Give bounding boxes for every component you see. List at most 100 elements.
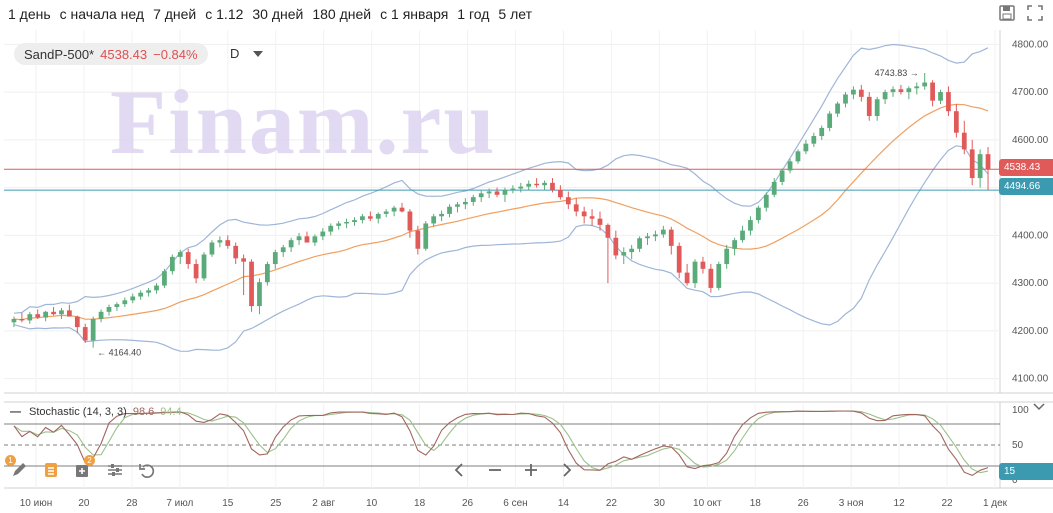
candle-body — [455, 204, 460, 207]
date-tick-label: 18 — [750, 498, 762, 509]
candle-body — [415, 230, 421, 249]
candle-body — [542, 182, 547, 186]
date-tick-label: 26 — [798, 498, 810, 509]
candle-body — [249, 261, 254, 307]
period-1y[interactable]: 1 год — [457, 6, 490, 22]
candle-body — [573, 204, 579, 212]
settings-sliders-tool[interactable] — [104, 459, 126, 481]
date-tick-label: 10 окт — [693, 498, 722, 509]
candle-body — [518, 186, 524, 189]
scroll-left-button[interactable] — [448, 459, 470, 481]
ticker-price: 4538.43 — [100, 46, 148, 62]
candle-body — [272, 252, 278, 265]
candle-body — [320, 231, 326, 237]
template-tool[interactable] — [40, 459, 62, 481]
candle-body — [486, 191, 492, 194]
date-axis: 10 июн 20 28 7 июл 15 25 2 авг 10 18 26 6 сен 14 22 3… — [20, 498, 1008, 509]
candle-body — [399, 207, 405, 212]
chevron-down-icon[interactable] — [1033, 399, 1045, 417]
candle-body — [383, 211, 389, 214]
candle-body — [35, 314, 41, 318]
date-tick-label: 14 — [558, 498, 570, 509]
candle-body — [98, 311, 104, 319]
candle-body — [233, 245, 239, 259]
candle-body — [154, 285, 159, 291]
candle-body — [605, 224, 611, 238]
candle-body — [637, 238, 642, 249]
period-ytd[interactable]: с 1 января — [380, 6, 449, 22]
candle-body — [684, 272, 690, 284]
date-tick-label: 20 — [78, 498, 90, 509]
fullscreen-icon[interactable] — [1027, 5, 1043, 21]
period-30d[interactable]: 30 дней — [252, 6, 304, 22]
stochastic-panel: 100 50 0 — [4, 405, 1029, 486]
candle-body — [938, 92, 943, 101]
candle-body — [162, 271, 167, 286]
save-icon[interactable] — [999, 5, 1015, 21]
candle-body — [977, 154, 983, 179]
stoch-tick-label: 50 — [1012, 440, 1024, 451]
date-tick-label: 3 ноя — [839, 498, 864, 509]
candle-body — [851, 89, 856, 95]
candle-body — [209, 242, 215, 255]
stochastic-k-value: 98.6 — [132, 406, 155, 418]
candle-body — [423, 223, 429, 249]
candle-body — [953, 111, 959, 133]
candle-body — [193, 264, 199, 279]
pencil-tool[interactable]: 1 — [5, 455, 30, 481]
ticker-change: −0.84% — [153, 46, 198, 62]
price-lines — [4, 168, 1000, 191]
period-180d[interactable]: 180 дней — [312, 6, 372, 22]
interval-select[interactable]: D — [230, 46, 264, 61]
period-1d[interactable]: 1 день — [8, 6, 51, 22]
candle-body — [866, 96, 872, 116]
candle-body — [858, 89, 864, 97]
candle-body — [478, 193, 484, 198]
price-tick-label: 4400.00 — [1012, 230, 1049, 241]
collapse-indicator-button[interactable]: — — [10, 406, 21, 418]
candle-body — [819, 127, 825, 137]
price-tick-label: 4300.00 — [1012, 278, 1049, 289]
candle-body — [375, 213, 381, 219]
price-tick-label: 4700.00 — [1012, 87, 1049, 98]
candle-body — [835, 103, 840, 114]
period-week-start[interactable]: с начала нед — [59, 6, 145, 22]
ticker-name: SandP-500* — [24, 46, 95, 62]
candle-body — [708, 268, 714, 288]
stoch-k-line — [13, 410, 989, 477]
candle-body — [90, 318, 96, 341]
candle-body — [613, 237, 619, 256]
stochastic-label: — Stochastic (14, 3, 3) 98.6 94.4 — [10, 406, 182, 418]
scroll-right-button[interactable] — [556, 459, 578, 481]
candle-body — [660, 229, 666, 235]
ticker-box[interactable]: SandP-500* 4538.43 −0.84% — [14, 43, 208, 65]
candle-body — [779, 170, 785, 182]
candle-body — [748, 220, 753, 231]
candle-body — [645, 236, 650, 239]
candle-body — [621, 252, 627, 256]
candle-body — [740, 230, 745, 241]
period-5y[interactable]: 5 лет — [498, 6, 532, 22]
period-7d[interactable]: 7 дней — [153, 6, 197, 22]
candle-body — [874, 99, 880, 116]
date-tick-label: 15 — [222, 498, 234, 509]
candle-body — [756, 207, 761, 221]
indicators-tool[interactable]: 2 — [72, 455, 95, 481]
candle-body — [367, 216, 373, 219]
candle-body — [462, 201, 468, 205]
price-tick-label: 4100.00 — [1012, 374, 1049, 385]
candle-body — [336, 223, 342, 226]
candle-body — [494, 191, 500, 195]
candle-body — [59, 310, 64, 315]
candle-body — [470, 197, 476, 202]
candle-body — [114, 304, 120, 308]
candle-body — [692, 261, 698, 284]
undo-icon[interactable] — [136, 459, 158, 481]
period-since-1-12[interactable]: с 1.12 — [205, 6, 244, 22]
zoom-out-button[interactable] — [484, 459, 506, 481]
bollinger-bands — [13, 43, 989, 352]
candle-body — [431, 216, 437, 224]
zoom-in-button[interactable] — [520, 459, 542, 481]
moving-average-line — [13, 103, 989, 321]
